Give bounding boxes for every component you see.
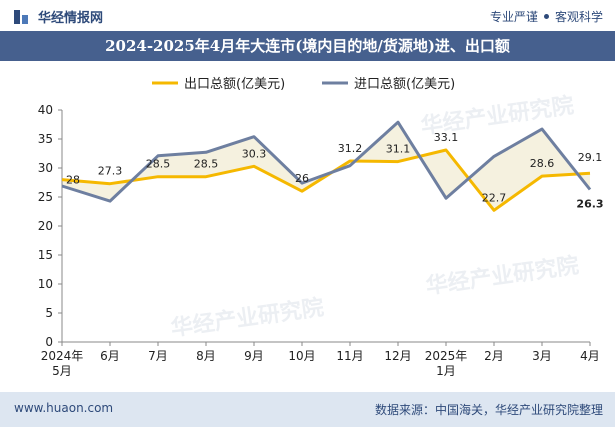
line-chart: 出口总额(亿美元) 进口总额(亿美元) 0 5 10 15 20 25 30 35 40 2024年… — [38, 77, 604, 378]
x-tick-label: 7月 — [148, 349, 168, 363]
chart-title: 2024-2025年4月年大连市(境内目的地/货源地)进、出口额 — [105, 37, 510, 55]
brand-name: 华经情报网 — [38, 11, 104, 26]
tagline-left: 专业严谨 — [489, 10, 538, 24]
x-tick-label: 9月 — [244, 349, 264, 363]
title-bar: 2024-2025年4月年大连市(境内目的地/货源地)进、出口额 — [0, 31, 615, 61]
x-tick-label: 6月 — [100, 349, 120, 363]
y-tick-label: 20 — [38, 219, 53, 233]
x-tick-label: 4月 — [580, 349, 600, 363]
legend-label: 进口总额(亿美元) — [354, 77, 455, 92]
y-tick-label: 30 — [38, 161, 53, 175]
data-label: 28 — [66, 174, 80, 187]
data-label: 28.5 — [194, 158, 219, 171]
y-tick-label: 35 — [38, 132, 53, 146]
x-tick-label: 11月 — [336, 349, 363, 363]
x-tick-label: 1月 — [436, 364, 456, 378]
import-series-line — [61, 120, 592, 203]
y-tick-label: 0 — [45, 335, 53, 349]
data-label: 31.1 — [386, 143, 411, 156]
tagline-right: 客观科学 — [554, 10, 603, 24]
x-tick-label: 2025年 — [425, 349, 468, 363]
footer-url: www.huaon.com — [14, 401, 114, 415]
data-label: 26.3 — [576, 197, 603, 210]
x-tick-label: 2024年 — [41, 349, 84, 363]
gap-fill-segment — [158, 152, 206, 177]
brand-logo-icon — [14, 9, 30, 24]
gap-fill-segment — [62, 179, 110, 202]
y-tick-label: 40 — [38, 103, 53, 117]
tagline-dot-icon — [543, 14, 549, 19]
x-tick-label: 8月 — [196, 349, 216, 363]
export-series-line — [61, 148, 591, 212]
data-label: 28.6 — [530, 157, 555, 170]
tagline: 专业严谨 客观科学 — [490, 8, 603, 25]
legend-label: 出口总额(亿美元) — [184, 77, 285, 92]
y-tick-label: 5 — [45, 306, 53, 320]
data-label: 27.3 — [98, 165, 123, 178]
data-label: 31.2 — [338, 142, 363, 155]
data-label: 33.1 — [434, 131, 459, 144]
data-label: 29.1 — [578, 151, 603, 164]
x-tick-label: 5月 — [52, 364, 72, 378]
data-label: 28.5 — [146, 158, 171, 171]
x-tick-label: 12月 — [384, 349, 411, 363]
data-labels: 28 27.3 28.5 28.5 30.3 26 31.2 31.1 33.1 22.7 28.6… — [66, 131, 604, 210]
data-label: 22.7 — [482, 191, 507, 204]
data-label: 30.3 — [242, 147, 267, 160]
x-tick-label: 10月 — [288, 349, 315, 363]
series-lines — [61, 120, 592, 212]
footer: www.huaon.com 数据来源：中国海关，华经产业研究院整理 — [0, 392, 615, 427]
brand: 华经情报网 — [14, 7, 103, 26]
chart-area: 出口总额(亿美元) 进口总额(亿美元) 0 5 10 15 20 25 30 35 40 2024年… — [0, 62, 615, 392]
footer-source: 数据来源：中国海关，华经产业研究院整理 — [374, 403, 603, 417]
y-tick-label: 25 — [38, 190, 53, 204]
data-label: 26 — [295, 172, 309, 185]
legend: 出口总额(亿美元) 进口总额(亿美元) — [152, 77, 455, 92]
gap-fill-segment — [206, 136, 254, 177]
top-bar: 华经情报网 专业严谨 客观科学 — [0, 0, 615, 30]
x-tick-label: 2月 — [484, 349, 504, 363]
gap-fill-segment — [494, 129, 542, 211]
y-tick-label: 15 — [38, 248, 53, 262]
x-tick-label: 3月 — [532, 349, 552, 363]
y-tick-label: 10 — [38, 277, 53, 291]
